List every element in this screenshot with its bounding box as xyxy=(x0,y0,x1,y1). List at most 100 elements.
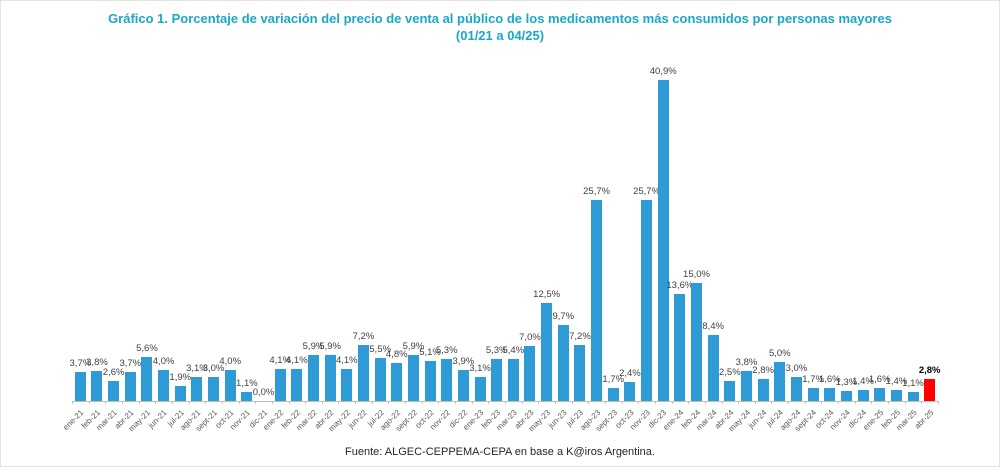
bar-jun-22 xyxy=(357,344,369,401)
bar-oct-24 xyxy=(824,388,836,401)
bar-may-24 xyxy=(740,371,752,401)
bar-value-label: 5,4% xyxy=(502,344,525,356)
x-axis-tick xyxy=(305,401,307,404)
bar-dic-24 xyxy=(857,390,869,401)
bar-value-label: 15,0% xyxy=(683,269,710,281)
bar-value-label: 7,2% xyxy=(569,330,591,342)
bar-value-label: 4,1% xyxy=(269,354,291,366)
bar-sept-22 xyxy=(407,354,419,401)
bar-value-label: 7,2% xyxy=(352,330,375,342)
bar-nov-22 xyxy=(441,359,453,401)
bar-nov-21 xyxy=(241,392,253,401)
x-axis-tick xyxy=(921,401,923,404)
bar-mar-21 xyxy=(108,380,120,401)
x-axis-tick xyxy=(288,401,290,404)
bar-value-label: 3,1% xyxy=(186,362,208,374)
bar-value-label: 5,9% xyxy=(319,340,341,352)
bar-abr-24 xyxy=(724,381,736,401)
bar-may-21 xyxy=(141,357,153,401)
bar-value-label: 1,6% xyxy=(818,374,841,386)
x-axis-tick xyxy=(105,401,107,404)
bar-value-label: 5,1% xyxy=(419,347,441,359)
bar-value-label: 5,9% xyxy=(302,340,325,352)
bar-value-label: 25,7% xyxy=(583,185,611,197)
x-axis-tick xyxy=(654,401,656,404)
bar-chart-plot-area: ene-21 feb-21 mar-21 abr-21 may-21 jun-21 jul-… xyxy=(62,56,941,433)
bar-mar-22 xyxy=(307,354,319,401)
x-axis-tick xyxy=(804,401,806,404)
x-axis-tick xyxy=(171,401,173,404)
x-axis-tick xyxy=(338,401,340,404)
bar-ene-21 xyxy=(74,372,86,401)
bar-abr-22 xyxy=(324,354,336,401)
bar-value-label: 12,5% xyxy=(533,289,561,300)
bar-jul-23 xyxy=(574,344,586,401)
bar-ene-25 xyxy=(874,388,886,401)
x-axis-tick xyxy=(221,401,223,404)
x-axis-tick xyxy=(638,401,640,404)
bar-value-label: 1,3% xyxy=(835,376,858,388)
bar-ene-23 xyxy=(474,376,486,401)
bar-value-label: 1,1% xyxy=(236,378,258,390)
bar-oct-23 xyxy=(624,382,636,401)
bar-value-label: 2,6% xyxy=(102,366,125,378)
x-axis-tick xyxy=(155,401,157,404)
x-axis-tick xyxy=(871,401,873,404)
bar-ago-21 xyxy=(191,376,203,401)
bar-feb-23 xyxy=(491,359,503,401)
bar-value-label: 2,8% xyxy=(918,365,941,377)
bar-feb-22 xyxy=(291,368,303,401)
bar-feb-24 xyxy=(691,283,703,401)
x-axis-tick xyxy=(721,401,723,404)
bar-oct-21 xyxy=(224,369,236,401)
bar-mar-25 xyxy=(907,392,919,401)
bar-sept-23 xyxy=(607,387,619,401)
x-axis-tick xyxy=(405,401,407,404)
bar-feb-25 xyxy=(890,390,902,401)
bar-value-label: 4,0% xyxy=(152,355,175,367)
x-axis-tick xyxy=(188,401,190,404)
x-axis-tick xyxy=(238,401,240,404)
x-axis-tick xyxy=(888,401,890,404)
bar-value-label: 3,0% xyxy=(202,363,225,375)
x-axis-tick xyxy=(904,401,906,404)
x-axis-tick xyxy=(738,401,740,404)
bar-value-label: 2,5% xyxy=(719,367,741,379)
x-axis-tick xyxy=(588,401,590,404)
bar-value-label: 13,6% xyxy=(666,280,694,292)
x-axis-tick xyxy=(538,401,540,404)
bar-dic-23 xyxy=(657,80,669,401)
bar-value-label: 4,1% xyxy=(286,354,308,366)
x-axis-tick xyxy=(521,401,523,404)
bar-value-label: 1,4% xyxy=(885,376,908,388)
bar-value-label: 7,0% xyxy=(519,332,541,344)
bar-value-label: 5,9% xyxy=(402,340,425,352)
bar-value-label: 3,9% xyxy=(452,356,475,368)
x-axis-tick xyxy=(554,401,556,404)
bar-ago-22 xyxy=(391,363,403,401)
bar-value-label: 3,8% xyxy=(735,357,758,369)
bar-jun-24 xyxy=(757,379,769,401)
bar-value-label: 1,9% xyxy=(169,372,192,384)
bar-value-label: 5,0% xyxy=(768,347,791,359)
chart-title-line2: (01/21 a 04/25) xyxy=(455,28,545,43)
bar-value-label: 4,8% xyxy=(385,349,408,361)
x-axis-tick xyxy=(688,401,690,404)
bar-ene-22 xyxy=(274,368,286,401)
bar-ene-24 xyxy=(674,294,686,401)
bar-abr-21 xyxy=(124,372,136,401)
x-axis-tick xyxy=(72,401,73,404)
x-axis-tick xyxy=(754,401,756,404)
bar-value-label: 5,6% xyxy=(136,343,158,355)
bar-value-label: 5,5% xyxy=(369,343,391,355)
x-axis-tick xyxy=(388,401,390,404)
bar-value-label: 0,0% xyxy=(252,387,275,398)
bar-dic-22 xyxy=(457,370,469,401)
bar-value-label: 3,1% xyxy=(469,362,491,374)
x-axis-tick xyxy=(255,401,257,404)
x-axis-tick xyxy=(788,401,790,404)
bar-abr-23 xyxy=(524,346,536,401)
x-axis-tick xyxy=(355,401,357,404)
bar-abr-25 xyxy=(924,379,936,401)
